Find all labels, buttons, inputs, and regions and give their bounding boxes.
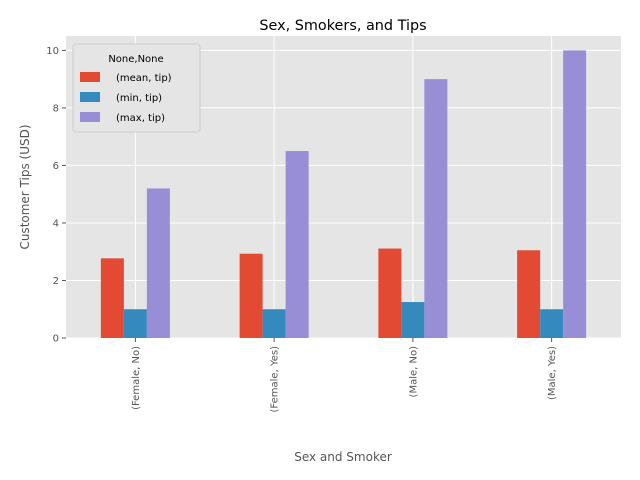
y-tick-label: 6	[53, 161, 59, 172]
bar	[563, 50, 587, 338]
y-tick-label: 8	[53, 103, 59, 114]
bar	[123, 309, 147, 338]
x-tick-label: (Female, No)	[131, 346, 142, 410]
legend-label: (min, tip)	[116, 93, 162, 104]
bar	[239, 253, 263, 338]
bar	[378, 248, 402, 338]
bar	[540, 309, 564, 338]
chart-title: Sex, Smokers, and Tips	[259, 18, 426, 34]
x-tick-label: (Male, Yes)	[547, 346, 558, 400]
legend-swatch	[80, 92, 100, 102]
y-tick-label: 10	[46, 46, 59, 57]
y-tick-label: 2	[53, 276, 59, 287]
x-tick-label: (Female, Yes)	[270, 346, 281, 413]
y-axis: 0 2 4 6 8 10	[46, 46, 66, 345]
bar	[424, 79, 448, 339]
bar	[517, 250, 541, 338]
y-tick-label: 0	[53, 334, 59, 345]
bar	[100, 258, 124, 338]
y-axis-label: Customer Tips (USD)	[18, 124, 32, 249]
x-tick-label: (Male, No)	[408, 346, 419, 398]
legend-swatch	[80, 72, 100, 82]
legend-swatch	[80, 112, 100, 122]
legend-box	[72, 43, 201, 133]
y-tick-label: 4	[53, 218, 59, 229]
legend-title: None,None	[108, 54, 163, 65]
legend: None,None (mean, tip) (min, tip) (max, tip…	[72, 43, 201, 133]
x-axis-label: Sex and Smoker	[294, 450, 392, 464]
bar	[401, 302, 425, 338]
bar	[262, 309, 286, 338]
bar	[285, 151, 309, 338]
x-axis: (Female, No) (Female, Yes) (Male, No) (Male…	[131, 338, 558, 412]
legend-label: (max, tip)	[116, 113, 165, 124]
legend-label: (mean, tip)	[116, 73, 172, 84]
bars	[100, 50, 587, 339]
bar	[146, 188, 170, 338]
